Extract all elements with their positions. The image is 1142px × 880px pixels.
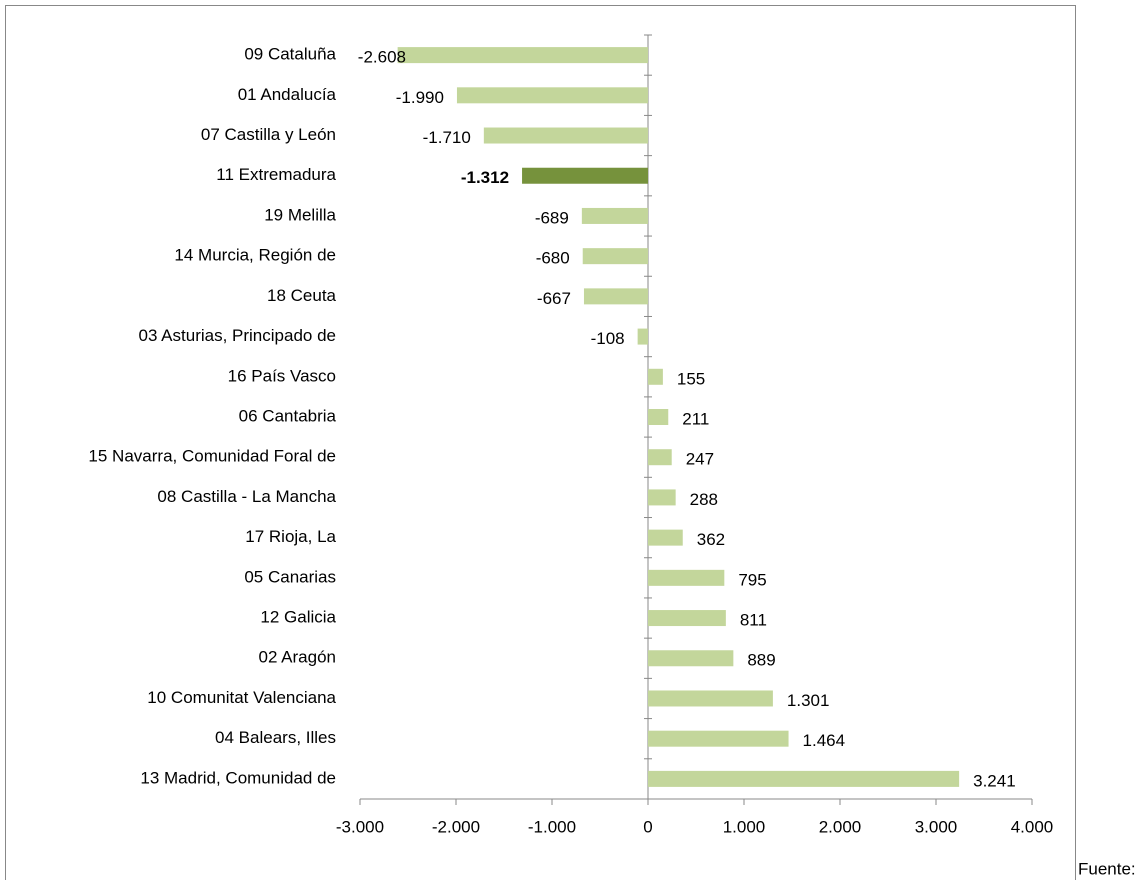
category-label: 17 Rioja, La [245,527,336,546]
x-tick-label: 3.000 [915,817,958,836]
chart-frame [5,5,1076,880]
value-label: 362 [697,530,725,549]
value-label: 155 [677,369,705,388]
value-label: 811 [740,611,767,630]
value-label: -689 [535,208,569,227]
bar [648,690,773,707]
bar [583,288,648,305]
value-label: 1.464 [803,731,846,750]
bar [581,207,648,224]
value-label: 889 [747,651,775,670]
x-tick-label: -2.000 [432,817,480,836]
bar [648,569,725,586]
x-tick-label: -3.000 [336,817,384,836]
value-label: 1.301 [787,691,830,710]
x-tick-label: -1.000 [528,817,576,836]
category-label: 09 Cataluña [244,45,336,64]
value-label: 247 [686,450,714,469]
x-tick-label: 2.000 [819,817,862,836]
bar [648,449,672,466]
bar [397,47,648,64]
value-label: -108 [591,329,625,348]
bar [648,489,676,506]
bar [582,248,648,265]
value-label: -680 [536,249,570,268]
category-label: 18 Ceuta [267,286,337,305]
value-label: 211 [682,409,709,428]
bar [483,127,648,144]
bar [648,730,789,747]
category-label: 06 Cantabria [239,406,337,425]
category-label: 12 Galicia [260,608,336,627]
value-label: -1.710 [423,128,471,147]
value-label: -1.312 [461,168,509,187]
bar [648,610,726,627]
bar [456,87,648,104]
category-label: 03 Asturias, Principado de [138,326,336,345]
category-label: 08 Castilla - La Mancha [157,487,336,506]
value-label: -667 [537,289,571,308]
x-tick-label: 0 [643,817,652,836]
x-tick-label: 1.000 [723,817,766,836]
value-label: 288 [690,490,718,509]
bar [648,368,663,385]
value-label: 795 [738,570,766,589]
category-label: 11 Extremadura [216,165,336,184]
x-tick-label: 4.000 [1011,817,1054,836]
bar [522,167,648,184]
category-label: 05 Canarias [244,567,336,586]
category-label: 13 Madrid, Comunidad de [140,768,336,787]
bar [648,409,669,425]
bar [648,650,734,667]
bar [648,529,683,546]
category-label: 16 País Vasco [228,366,336,385]
category-label: 15 Navarra, Comunidad Foral de [88,447,336,466]
category-label: 02 Aragón [258,648,336,667]
bar [637,328,648,345]
category-label: 07 Castilla y León [201,125,336,144]
value-label: 3.241 [973,771,1016,790]
category-label: 19 Melilla [264,205,336,224]
category-label: 10 Comunitat Valenciana [147,688,336,707]
category-label: 14 Murcia, Región de [174,246,336,265]
value-label: -1.990 [396,88,444,107]
category-label: 01 Andalucía [238,85,337,104]
source-note: Fuente: [1078,859,1136,878]
bar [648,770,960,787]
value-label: -2.608 [358,48,406,67]
category-label: 04 Balears, Illes [215,728,336,747]
